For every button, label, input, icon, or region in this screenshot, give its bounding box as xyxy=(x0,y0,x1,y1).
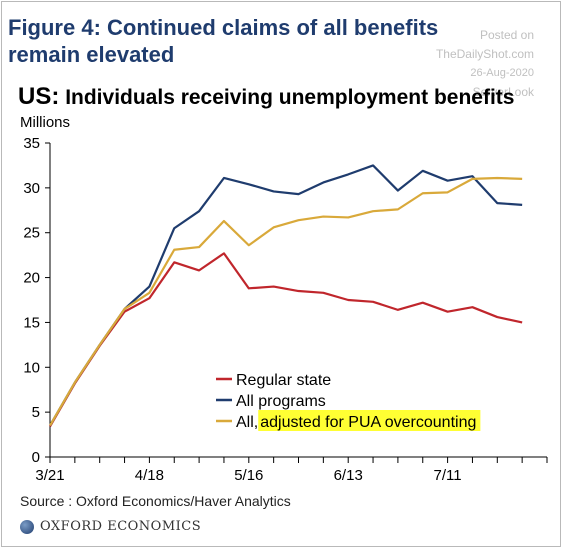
legend-label-prefix: All, xyxy=(236,414,258,431)
watermark-date: 26-Aug-2020 xyxy=(470,67,534,79)
y-tick-label: 0 xyxy=(32,449,40,466)
watermark-posted: Posted on xyxy=(479,28,534,42)
legend-label: Regular state xyxy=(236,372,331,389)
watermark-brand: ServerLook xyxy=(472,85,534,99)
series-line-adjusted xyxy=(49,176,523,427)
x-tick-label: 4/18 xyxy=(135,467,164,484)
y-axis-label: Millions xyxy=(20,114,71,131)
chart-title-region: US: xyxy=(18,83,60,110)
y-tick-label: 30 xyxy=(23,180,40,197)
y-tick-label: 15 xyxy=(23,314,40,331)
y-tick-label: 35 xyxy=(23,135,40,152)
x-tick-label: 7/11 xyxy=(434,467,462,484)
figure-title: Figure 4: Continued claims of all benefi… xyxy=(8,15,439,67)
x-tick-label: 5/16 xyxy=(234,467,263,484)
y-tick-label: 5 xyxy=(32,404,40,421)
y-tick-label: 25 xyxy=(23,225,40,242)
y-tick-label: 20 xyxy=(23,270,40,287)
globe-icon xyxy=(20,519,34,534)
legend-label-highlight: adjusted for PUA overcounting xyxy=(260,414,476,431)
legend-label: All programs xyxy=(236,393,326,410)
legend-highlight xyxy=(258,410,481,431)
series-line-regular xyxy=(49,252,523,428)
watermark-site: TheDailyShot.com xyxy=(435,47,534,61)
logo-text: OXFORD ECONOMICS xyxy=(40,519,202,534)
oxford-economics-logo: OXFORD ECONOMICS xyxy=(20,519,201,534)
x-tick-label: 6/13 xyxy=(334,467,363,484)
watermark: Posted on TheDailyShot.com 26-Aug-2020 S… xyxy=(436,26,534,102)
chart-title: US: Individuals receiving unemployment b… xyxy=(18,83,514,111)
chart-title-text: Individuals receiving unemployment benef… xyxy=(65,86,515,109)
source-note: Source : Oxford Economics/Haver Analytic… xyxy=(20,493,291,509)
y-tick-label: 10 xyxy=(23,359,40,376)
x-tick-label: 3/21 xyxy=(35,467,64,484)
